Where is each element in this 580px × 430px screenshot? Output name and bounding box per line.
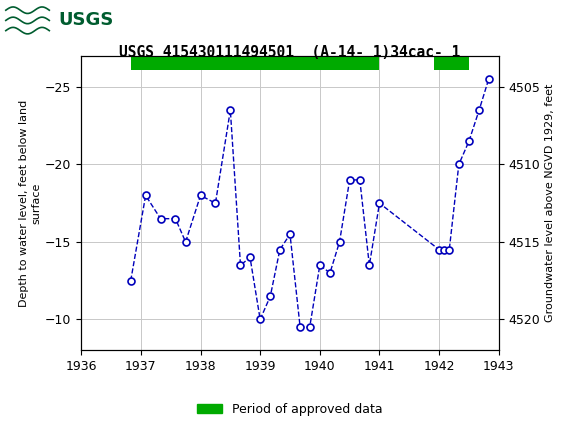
Text: USGS 415430111494501  (A-14- 1)34cac- 1: USGS 415430111494501 (A-14- 1)34cac- 1: [119, 45, 461, 60]
Text: USGS: USGS: [58, 12, 113, 29]
Y-axis label: Groundwater level above NGVD 1929, feet: Groundwater level above NGVD 1929, feet: [545, 84, 554, 322]
Y-axis label: Depth to water level, feet below land
surface: Depth to water level, feet below land su…: [19, 100, 41, 307]
Legend: Period of approved data: Period of approved data: [192, 398, 388, 421]
